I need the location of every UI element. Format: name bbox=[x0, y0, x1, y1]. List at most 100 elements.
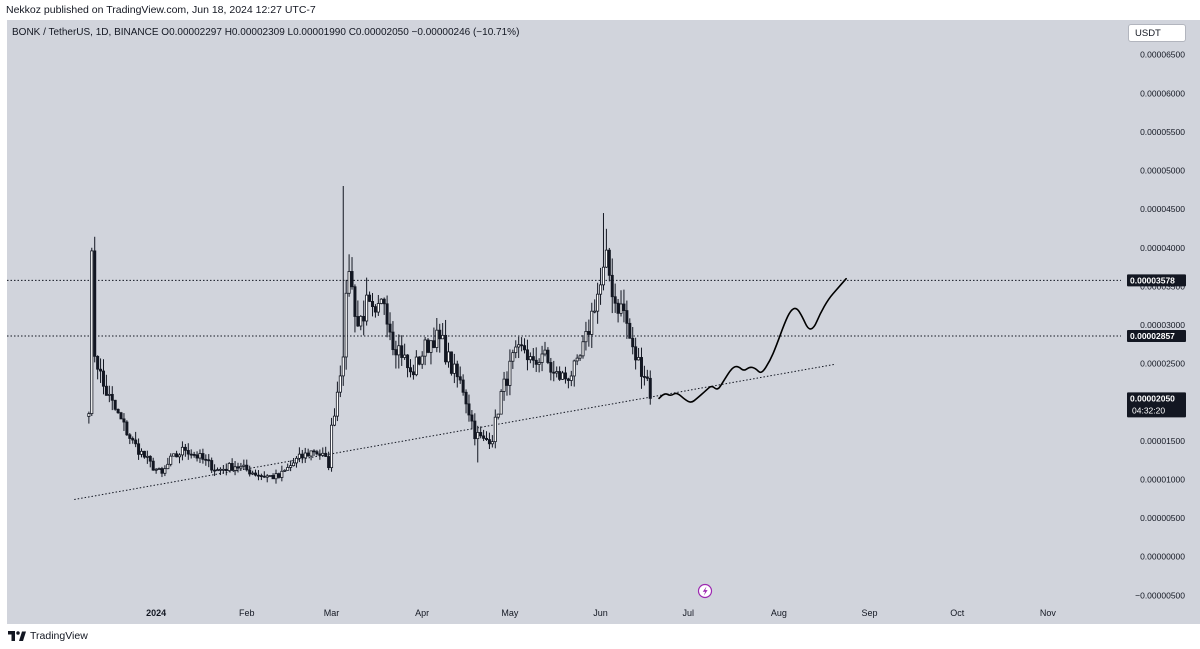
candle bbox=[414, 350, 418, 377]
projection-path bbox=[658, 277, 847, 403]
candle bbox=[563, 366, 567, 384]
candle bbox=[470, 410, 474, 430]
candle bbox=[230, 458, 234, 471]
lightning-alert-icon[interactable] bbox=[697, 583, 713, 599]
price-axis-tick-label: 0.00001000 bbox=[1140, 474, 1185, 484]
candle bbox=[341, 186, 345, 386]
candle bbox=[204, 454, 208, 466]
level-price-tag: 0.00002857 bbox=[1127, 330, 1186, 343]
candle bbox=[113, 399, 117, 411]
candle bbox=[350, 257, 354, 290]
candle bbox=[525, 339, 529, 371]
candle bbox=[125, 420, 129, 436]
candle bbox=[233, 461, 237, 476]
chart-plot-area bbox=[7, 20, 1121, 603]
candle bbox=[593, 299, 597, 314]
candle bbox=[166, 457, 170, 470]
price-chart[interactable]: 0.00006500 0.00006000 0.00005500 0.00005000… bbox=[0, 20, 1200, 624]
candle bbox=[271, 473, 275, 480]
candle bbox=[268, 475, 272, 477]
candle bbox=[344, 279, 348, 370]
currency-button[interactable]: USDT bbox=[1128, 24, 1186, 42]
price-axis-area[interactable] bbox=[1121, 20, 1200, 603]
symbol-legend: BONK / TetherUS, 1D, BINANCE O0.00002297… bbox=[12, 27, 520, 38]
candle bbox=[297, 447, 301, 463]
candle bbox=[599, 267, 603, 305]
candle bbox=[183, 443, 187, 457]
candle bbox=[163, 465, 167, 477]
price-axis-tick-label: 0.00006000 bbox=[1140, 88, 1185, 98]
candle bbox=[590, 302, 594, 348]
candle bbox=[154, 468, 158, 474]
candle bbox=[116, 408, 120, 414]
candle bbox=[420, 351, 424, 369]
candle bbox=[534, 347, 538, 372]
candle bbox=[604, 228, 608, 268]
candle bbox=[432, 327, 436, 349]
candle bbox=[280, 465, 284, 482]
price-axis-tick-label: 0.00004000 bbox=[1140, 243, 1185, 253]
price-axis-tick-label: 0.00002500 bbox=[1140, 359, 1185, 369]
candle bbox=[549, 357, 553, 381]
tradingview-brand-text: TradingView bbox=[30, 630, 88, 642]
candle bbox=[195, 451, 199, 462]
projection-line[interactable] bbox=[658, 277, 847, 403]
candle bbox=[607, 247, 611, 282]
candle bbox=[438, 323, 442, 353]
candle bbox=[259, 473, 263, 481]
candle bbox=[353, 284, 357, 333]
candle bbox=[531, 347, 535, 368]
candle bbox=[96, 355, 100, 380]
candle bbox=[382, 297, 386, 315]
candle bbox=[359, 315, 363, 331]
candle bbox=[461, 374, 465, 396]
candle bbox=[236, 462, 240, 473]
price-tags: 0.00003578 0.00002857 0.00002050 04:32:20 bbox=[1127, 274, 1186, 418]
candle bbox=[148, 455, 152, 468]
candle bbox=[537, 358, 541, 373]
price-axis-tick-label: 0.00006500 bbox=[1140, 50, 1185, 60]
candle bbox=[403, 343, 407, 360]
candle bbox=[139, 448, 143, 458]
candle bbox=[107, 385, 111, 403]
candle bbox=[487, 432, 491, 450]
time-axis-tick-label: May bbox=[501, 608, 519, 618]
candle bbox=[449, 351, 453, 376]
candle bbox=[93, 236, 97, 363]
time-axis-area[interactable] bbox=[7, 603, 1200, 624]
candle bbox=[265, 474, 269, 483]
candle bbox=[362, 300, 366, 336]
candle bbox=[411, 364, 415, 380]
trendline-line[interactable] bbox=[74, 363, 835, 501]
candle bbox=[444, 319, 448, 365]
candle bbox=[157, 467, 161, 470]
candle bbox=[365, 277, 369, 326]
candle bbox=[584, 321, 588, 351]
candle bbox=[186, 443, 190, 460]
candle bbox=[558, 366, 562, 381]
candle bbox=[400, 335, 404, 366]
candle bbox=[543, 341, 547, 357]
tradingview-brand[interactable]: TradingView bbox=[8, 628, 88, 644]
candle bbox=[332, 408, 336, 427]
candle bbox=[645, 369, 649, 382]
time-axis-tick-label: Jul bbox=[683, 608, 695, 618]
candle bbox=[555, 366, 559, 378]
candle bbox=[283, 469, 287, 473]
candle bbox=[312, 449, 316, 456]
candle bbox=[493, 409, 497, 449]
price-axis-tick-label: 0.00004500 bbox=[1140, 204, 1185, 214]
candle bbox=[587, 319, 591, 347]
candle bbox=[581, 335, 585, 359]
candle bbox=[464, 389, 468, 414]
candle bbox=[528, 352, 532, 364]
candle bbox=[201, 448, 205, 464]
candle bbox=[101, 359, 105, 395]
candle bbox=[303, 447, 307, 463]
candle bbox=[189, 449, 193, 459]
candle bbox=[330, 417, 334, 472]
candle bbox=[408, 359, 412, 378]
candle bbox=[639, 347, 643, 389]
candle bbox=[546, 347, 550, 365]
candle bbox=[254, 469, 258, 477]
